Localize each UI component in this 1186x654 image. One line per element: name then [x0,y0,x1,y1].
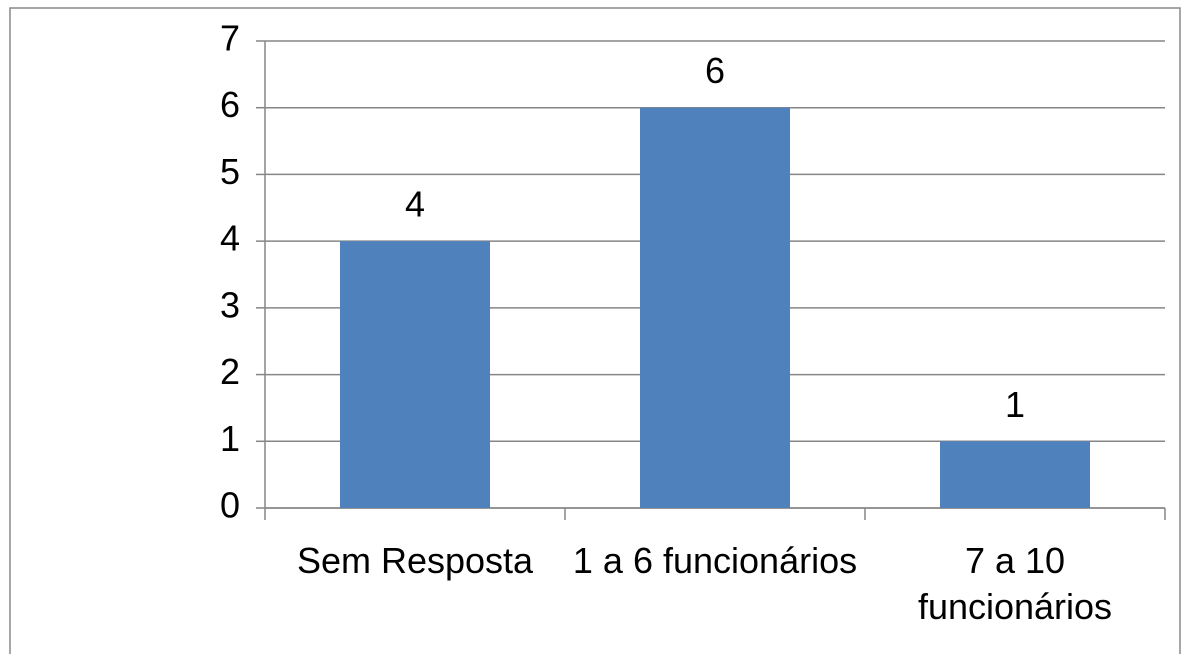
bar [940,441,1090,508]
y-tick-label: 3 [220,284,240,325]
bar [340,241,490,508]
y-tick-label: 0 [220,485,240,526]
chart-border [9,7,1181,654]
x-tick-label: Sem Resposta [296,540,534,581]
y-tick-label: 7 [220,18,240,59]
y-tick-label: 6 [220,84,240,125]
data-label: 1 [1005,384,1025,425]
x-tick-label: 1 a 6 funcionários [572,540,858,581]
y-tick-label: 4 [220,218,240,259]
data-label: 6 [705,50,725,91]
data-label: 4 [405,184,425,225]
y-tick-label: 5 [220,151,240,192]
x-tick-label: 7 a 10 funcionários [917,540,1113,627]
bar [640,107,790,508]
y-tick-label: 1 [220,418,240,459]
y-tick-label: 2 [220,351,240,392]
